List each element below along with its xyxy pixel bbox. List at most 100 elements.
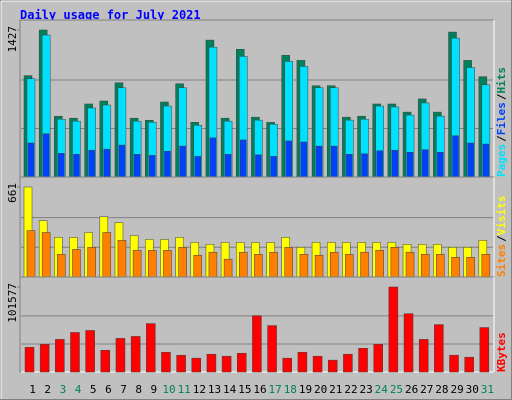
bar: [403, 313, 414, 373]
bar: [406, 152, 414, 178]
legend-entry: KBytes: [495, 332, 508, 372]
y-tick-label: 101577: [6, 283, 19, 323]
x-tick-label: 18: [284, 383, 297, 396]
bar: [451, 257, 460, 278]
x-tick-label: 16: [253, 383, 266, 396]
x-tick-label: 5: [90, 383, 97, 396]
bar: [39, 344, 50, 373]
bar: [118, 144, 126, 178]
bar: [376, 150, 383, 178]
bar: [132, 250, 142, 278]
bar: [315, 145, 323, 178]
bar: [437, 152, 444, 178]
bar: [467, 142, 474, 178]
bar: [434, 324, 444, 373]
bar: [375, 250, 384, 278]
x-tick-label: 10: [162, 383, 175, 396]
x-tick-label: 14: [223, 383, 237, 396]
bar: [115, 338, 126, 373]
bar: [191, 357, 202, 373]
bar: [482, 143, 490, 178]
legend-entry: Pages: [495, 144, 508, 177]
bar: [100, 350, 111, 373]
bar: [27, 142, 35, 178]
bar: [70, 332, 80, 373]
legend: Pages/Files/Hits: [495, 67, 508, 177]
x-tick-label: 21: [329, 383, 342, 396]
bar: [329, 251, 339, 278]
x-tick-label: 28: [435, 383, 448, 396]
bar: [299, 254, 309, 278]
x-tick-label: 13: [208, 383, 221, 396]
legend: KBytes: [495, 332, 508, 372]
bar: [163, 250, 172, 278]
x-tick-label: 23: [360, 383, 373, 396]
bar: [312, 355, 323, 373]
bar: [418, 339, 429, 373]
x-tick-label: 2: [44, 383, 51, 396]
x-tick-label: 1: [29, 383, 36, 396]
bar: [360, 251, 369, 278]
bar: [314, 254, 324, 278]
bar: [284, 247, 293, 278]
bar: [343, 353, 353, 373]
bar: [300, 141, 308, 178]
bar: [373, 344, 383, 373]
bar: [148, 250, 157, 278]
x-tick-label: 19: [299, 383, 312, 396]
legend-separator: /: [495, 93, 508, 100]
legend-entry: Hits: [495, 67, 508, 94]
x-tick-label: 26: [405, 383, 418, 396]
x-tick-label: 9: [151, 383, 158, 396]
bar: [254, 254, 263, 278]
bar: [194, 156, 202, 178]
x-tick-label: 8: [135, 383, 142, 396]
bar: [133, 154, 141, 178]
x-tick-label: 7: [120, 383, 127, 396]
x-tick-label: 11: [178, 383, 191, 396]
bar: [282, 357, 292, 373]
bar: [208, 251, 218, 278]
bar: [224, 154, 232, 178]
bar: [239, 251, 248, 278]
bar: [346, 154, 353, 178]
bar: [41, 232, 51, 278]
bar: [267, 325, 277, 373]
bar: [345, 254, 354, 278]
bar: [449, 354, 459, 373]
bar: [58, 153, 65, 178]
bar: [57, 254, 66, 278]
bar: [87, 247, 96, 278]
bar: [130, 336, 141, 373]
x-tick-label: 17: [269, 383, 282, 396]
x-tick-label: 4: [75, 383, 82, 396]
x-tick-label: 30: [466, 383, 479, 396]
bar: [164, 150, 171, 178]
chart-title: Daily usage for July 2021: [20, 8, 201, 22]
x-tick-label: 3: [60, 383, 67, 396]
bar: [479, 327, 490, 373]
bar: [176, 354, 186, 373]
bar: [252, 315, 262, 373]
bar: [327, 359, 338, 373]
x-tick-label: 29: [450, 383, 463, 396]
x-tick-label: 6: [105, 383, 112, 396]
bar: [223, 258, 233, 278]
bar: [466, 257, 475, 278]
bar: [73, 154, 80, 178]
bar: [391, 149, 399, 178]
bar: [390, 247, 400, 278]
bar: [178, 247, 187, 278]
bar: [361, 153, 368, 178]
legend-entry: Files: [495, 102, 508, 135]
bar: [269, 251, 278, 278]
bar: [388, 286, 399, 373]
bar: [436, 254, 445, 278]
bar: [72, 249, 81, 278]
bar: [421, 149, 429, 178]
bar: [420, 254, 430, 278]
x-tick-label: 27: [420, 383, 433, 396]
bar: [405, 251, 415, 278]
bar: [209, 137, 217, 178]
